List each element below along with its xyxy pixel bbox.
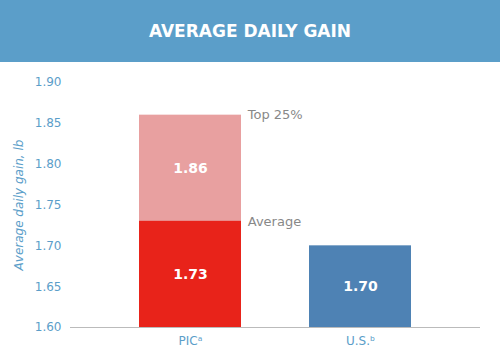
svg-text:1.75: 1.75	[35, 198, 62, 212]
svg-text:U.S.ᵇ: U.S.ᵇ	[346, 334, 375, 348]
html-text:AVERAGE DAILY GAIN: AVERAGE DAILY GAIN	[148, 21, 352, 41]
svg-text:1.70: 1.70	[35, 239, 62, 253]
svg-text:1.60: 1.60	[35, 320, 62, 334]
svg-text:Average: Average	[248, 213, 301, 228]
svg-text:1.73: 1.73	[173, 266, 208, 282]
svg-text:1.86: 1.86	[173, 160, 208, 176]
svg-text:1.65: 1.65	[35, 280, 62, 294]
svg-text:Average daily gain, lb: Average daily gain, lb	[12, 139, 26, 271]
svg-text:1.70: 1.70	[343, 278, 378, 294]
svg-text:1.90: 1.90	[35, 75, 62, 89]
svg-text:1.85: 1.85	[35, 116, 62, 130]
svg-text:Top 25%: Top 25%	[247, 107, 303, 122]
svg-text:PICᵃ: PICᵃ	[179, 334, 203, 348]
svg-text:1.80: 1.80	[35, 157, 62, 171]
